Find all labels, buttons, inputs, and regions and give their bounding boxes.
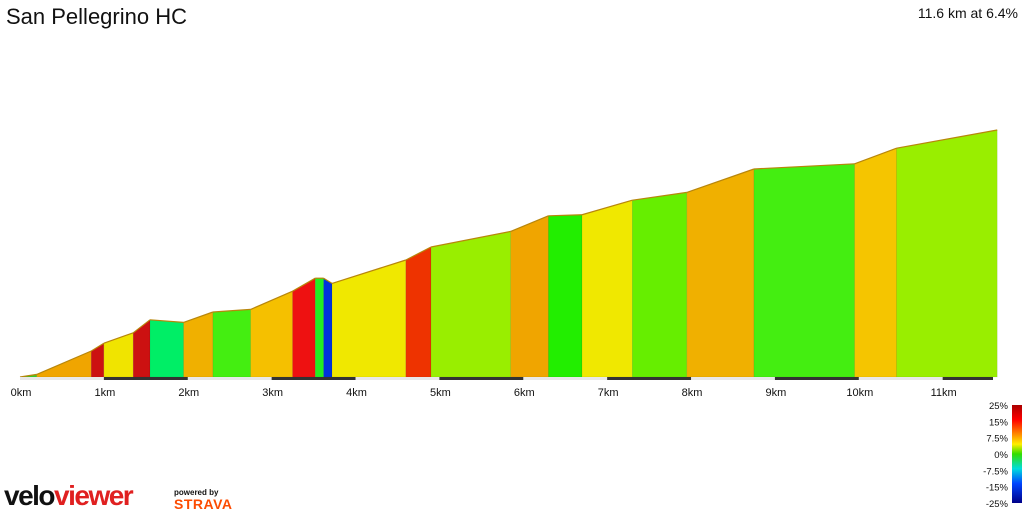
logo-text-viewer: viewer xyxy=(54,480,134,511)
legend-label: -15% xyxy=(986,483,1009,494)
x-tick-label: 3km xyxy=(262,387,283,399)
profile-top-edge xyxy=(132,319,151,334)
x-tick-label: 9km xyxy=(766,387,787,399)
axis-km-band xyxy=(271,377,356,380)
profile-top-edge xyxy=(212,308,251,313)
x-tick-label: 4km xyxy=(346,387,367,399)
profile-top-edge xyxy=(581,199,633,216)
profile-top-edge xyxy=(183,311,214,323)
axis-km-band xyxy=(439,377,524,380)
profile-top-edge xyxy=(405,246,432,261)
profile-segment xyxy=(183,311,214,378)
chart-title: San Pellegrino HC xyxy=(6,4,187,29)
profile-top-edge xyxy=(430,230,511,248)
x-tick-label: 11km xyxy=(931,387,957,399)
profile-segment xyxy=(212,309,251,378)
profile-top-edge xyxy=(753,163,855,170)
profile-top-edge xyxy=(548,214,583,217)
profile-segment xyxy=(103,332,134,378)
profile-segment xyxy=(581,199,633,378)
powered-by-label: powered by xyxy=(174,488,219,497)
x-tick-label: 5km xyxy=(430,387,451,399)
profile-segment xyxy=(510,215,549,378)
profile-segment xyxy=(149,319,184,378)
legend-label: 15% xyxy=(989,417,1009,428)
profile-top-edge xyxy=(250,290,293,310)
profile-top-edge xyxy=(510,215,549,232)
profile-segment xyxy=(548,214,583,378)
axis-km-band xyxy=(103,377,188,380)
profile-segments xyxy=(19,129,998,378)
profile-segment xyxy=(292,277,316,378)
legend-label: 25% xyxy=(989,401,1009,412)
profile-segment xyxy=(314,277,324,378)
profile-top-edge xyxy=(103,332,134,344)
profile-top-edge xyxy=(632,191,687,201)
profile-segment xyxy=(90,342,105,378)
profile-top-edge xyxy=(36,350,92,375)
profile-segment xyxy=(250,290,293,378)
profile-segment xyxy=(405,246,432,378)
profile-top-edge xyxy=(896,129,998,149)
x-tick-label: 6km xyxy=(514,387,535,399)
legend-label: -25% xyxy=(986,499,1009,510)
legend-label: -7.5% xyxy=(983,466,1008,477)
x-tick-label: 10km xyxy=(846,387,873,399)
x-axis xyxy=(20,377,993,380)
logo-text-velo: velo xyxy=(4,480,56,511)
x-tick-label: 0km xyxy=(11,387,32,399)
climb-summary: 11.6 km at 6.4% xyxy=(917,5,1018,21)
x-tick-label: 1km xyxy=(94,387,115,399)
profile-segment xyxy=(430,231,511,378)
legend-color-bar xyxy=(1012,405,1022,503)
profile-segment xyxy=(686,168,755,378)
profile-top-edge xyxy=(19,373,37,378)
strava-logo: STRAVA xyxy=(174,496,233,512)
profile-top-edge xyxy=(323,277,333,284)
profile-top-edge xyxy=(854,147,897,165)
veloviewer-logo: veloviewer xyxy=(4,480,134,512)
profile-segment xyxy=(632,192,688,378)
profile-top-edge xyxy=(292,277,316,292)
profile-top-edge xyxy=(686,168,755,193)
x-tick-labels: 0km 1km 2km 3km 4km 5km 6km 7km 8km 9km 10km 11km xyxy=(11,387,957,399)
axis-km-band xyxy=(942,377,993,380)
axis-km-band xyxy=(607,377,692,380)
profile-segment xyxy=(753,163,855,378)
profile-top-edge xyxy=(331,259,407,284)
profile-top-edge xyxy=(149,319,184,323)
profile-outline xyxy=(19,129,998,378)
legend-label: 7.5% xyxy=(986,434,1008,445)
x-tick-label: 7km xyxy=(598,387,619,399)
profile-segment xyxy=(132,319,151,378)
gradient-legend: 25% 15% 7.5% 0% -7.5% -15% -25% xyxy=(983,401,1022,510)
x-tick-label: 2km xyxy=(178,387,199,399)
profile-segment xyxy=(854,147,897,378)
profile-segment xyxy=(331,259,407,378)
axis-km-band xyxy=(774,377,859,380)
profile-segment xyxy=(896,129,998,378)
profile-top-edge xyxy=(90,342,105,352)
legend-label: 0% xyxy=(994,450,1008,461)
profile-segment xyxy=(323,277,333,378)
x-tick-label: 8km xyxy=(682,387,703,399)
